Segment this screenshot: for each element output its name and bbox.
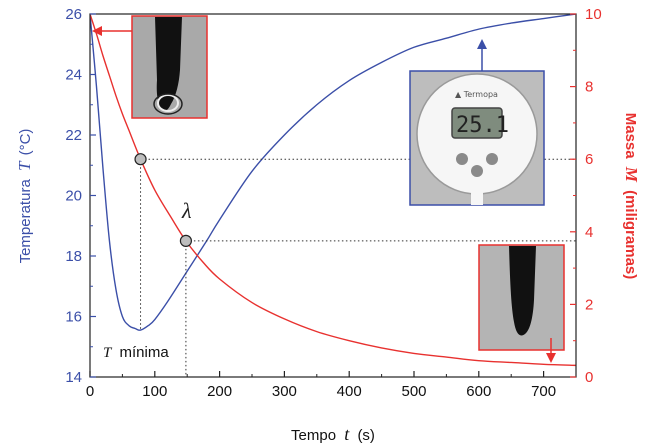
y-right-tick-label: 6 [585,151,593,168]
arrow-drop-end [546,338,556,363]
axes: 0 100 200 300 400 500 600 700141618202224260246… [65,6,601,400]
x-axis-title-unit: (s) [357,427,375,444]
y-left-tick-label: 16 [65,309,82,326]
x-tick-label: 300 [272,383,297,400]
y-left-title-prefix: Temperatura [17,179,34,264]
y-right-title-prefix: Massa [622,113,639,160]
data-marker-1 [134,153,147,166]
min-temperature-text: mínima [120,344,170,361]
inset-photo-thermometer: 25.1 ▲ Termopa [409,70,545,206]
thermometer-brand: ▲ Termopa [455,90,498,99]
arrow-drop-start [92,26,132,36]
x-tick-label: 0 [86,383,94,400]
x-tick-label: 200 [207,383,232,400]
series-layer [90,14,576,367]
y-right-tick-label: 0 [585,369,593,386]
thermometer-display-digits: 25.1 [456,113,509,138]
guide-lines [140,158,576,377]
x-axis-title-prefix: Tempo [291,427,336,444]
y-left-tick-label: 26 [65,6,82,23]
x-tick-label: 100 [142,383,167,400]
inset-photo-drop-start [131,15,208,119]
y-left-tick-label: 24 [65,67,82,84]
y-right-title-unit: (miligramas) [622,190,639,279]
y-left-tick-label: 14 [65,369,82,386]
x-axis-title-var: t [344,424,350,444]
x-axis-title: Tempo t (s) [291,424,375,444]
inset-photo-drop-end [478,244,565,351]
y-left-tick-label: 22 [65,127,82,144]
x-tick-label: 600 [466,383,491,400]
y-right-tick-label: 2 [585,296,593,313]
arrow-thermometer [477,39,487,71]
y-left-axis-title: Temperatura T (°C) [15,129,34,264]
y-left-tick-label: 18 [65,248,82,265]
x-tick-label: 700 [531,383,556,400]
y-right-axis-title: Massa M (miligramas) [622,113,641,280]
x-tick-label: 400 [337,383,362,400]
lambda-label: λ [181,198,192,223]
y-left-title-var: T [15,160,34,171]
y-right-title-var: M [622,166,641,183]
marker-layer [134,153,193,247]
data-marker-2 [179,234,193,247]
mass-curve [90,14,576,367]
temperature-curve [90,14,576,331]
y-left-title-unit: (°C) [17,129,34,156]
y-right-tick-label: 4 [585,224,593,241]
min-temperature-var: T [103,345,113,361]
x-tick-label: 500 [401,383,426,400]
y-right-tick-label: 10 [585,6,602,23]
min-temperature-label: T mínima [103,344,169,361]
y-left-tick-label: 20 [65,188,82,205]
y-right-tick-label: 8 [585,79,593,96]
